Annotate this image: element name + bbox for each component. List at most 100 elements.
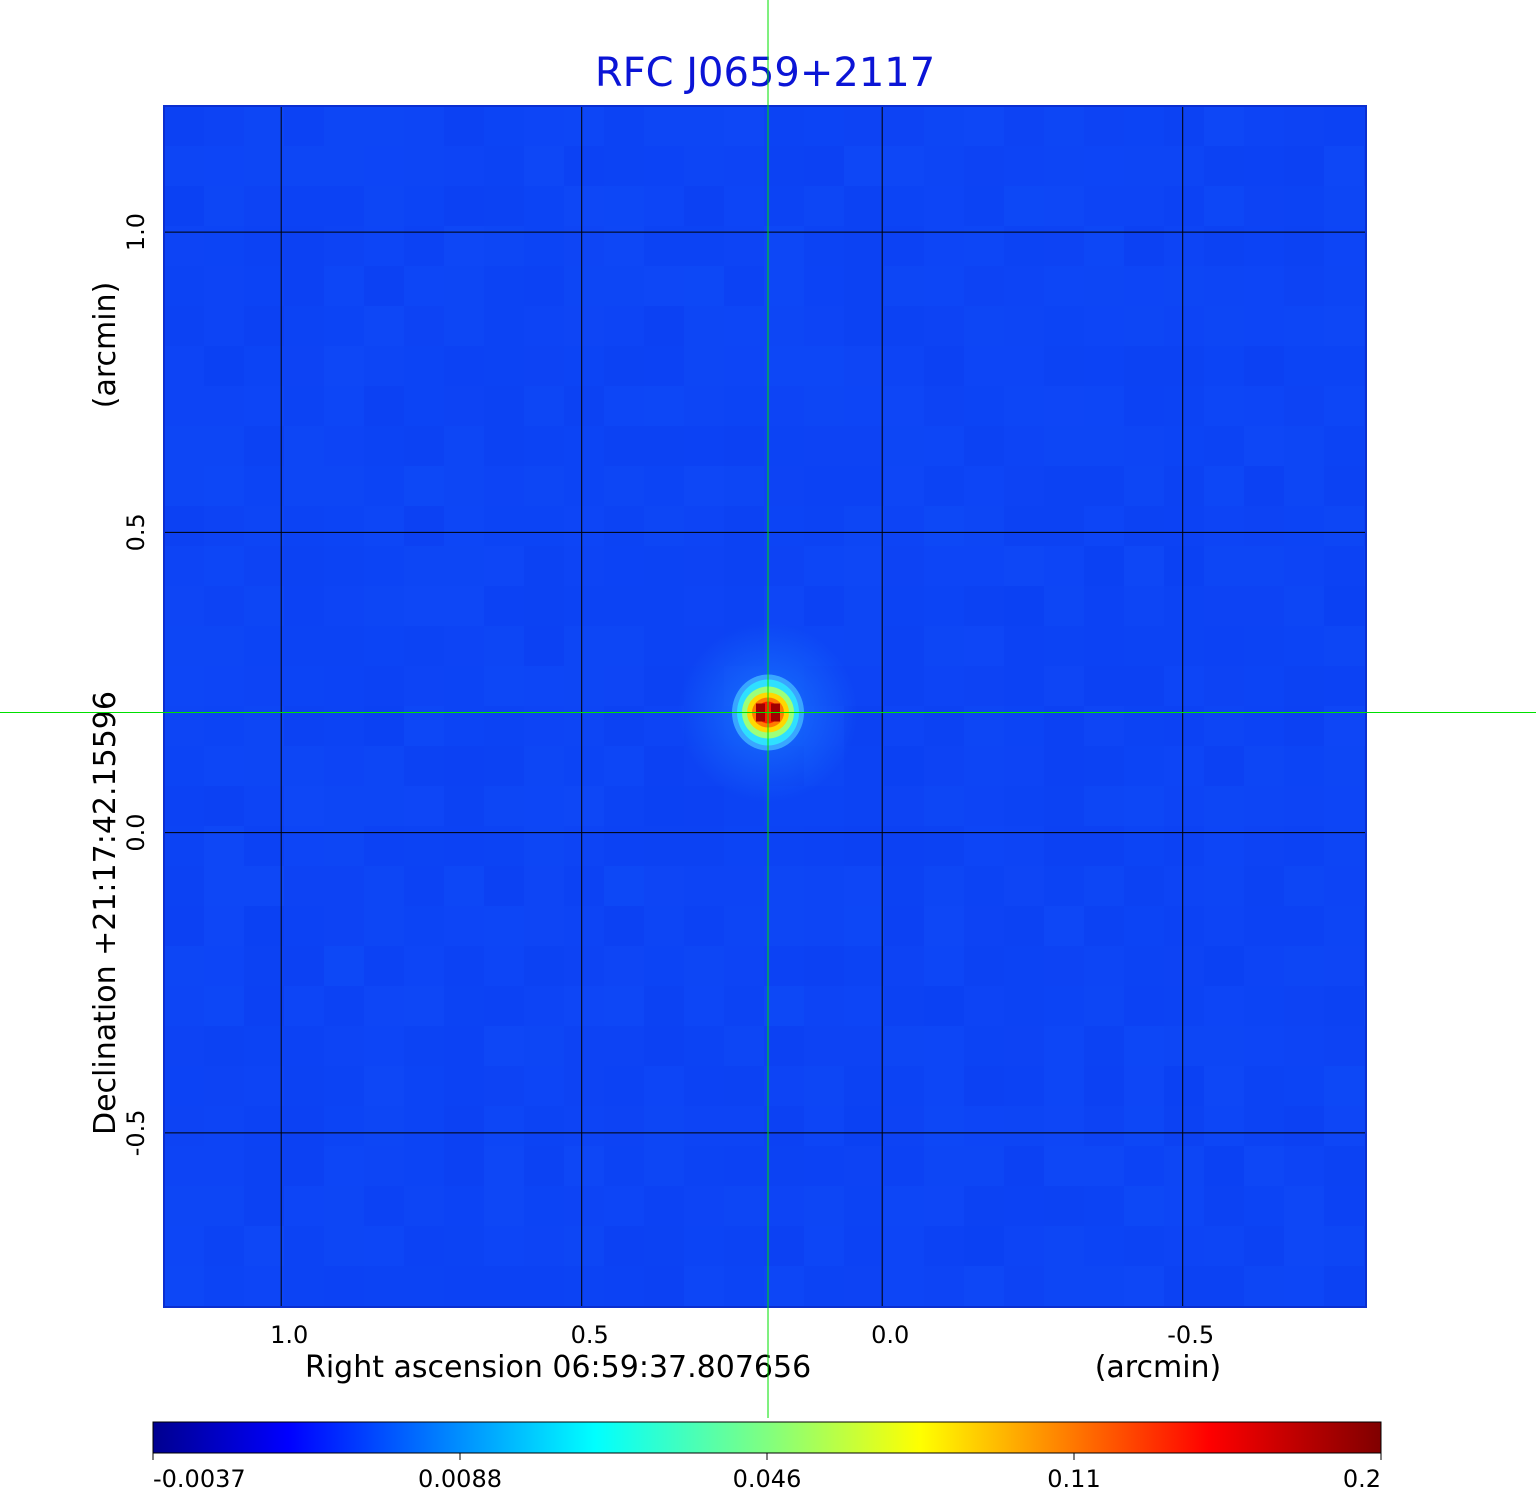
texture-cell [1284,906,1324,946]
texture-cell [1284,666,1324,706]
texture-cell [404,1106,444,1146]
texture-cell [1084,506,1124,546]
texture-cell [1204,186,1244,226]
texture-cell [404,666,444,706]
texture-cell [764,1146,804,1186]
texture-cell [444,626,484,666]
texture-cell [364,866,404,906]
texture-cell [764,146,804,186]
colorbar-tick-label: 0.046 [733,1465,802,1493]
texture-cell [1324,706,1364,746]
texture-cell [324,426,364,466]
texture-cell [1204,586,1244,626]
texture-cell [764,226,804,266]
texture-cell [604,586,644,626]
texture-cell [1124,546,1164,586]
texture-cell [1044,506,1084,546]
texture-cell [404,906,444,946]
texture-cell [884,1146,924,1186]
texture-cell [964,906,1004,946]
texture-cell [364,226,404,266]
texture-cell [724,466,764,506]
texture-cell [964,466,1004,506]
texture-cell [404,946,444,986]
texture-cell [164,866,204,906]
texture-cell [284,1266,324,1306]
texture-cell [524,586,564,626]
texture-cell [1204,466,1244,506]
texture-cell [1244,386,1284,426]
texture-cell [844,1146,884,1186]
texture-cell [444,1186,484,1226]
texture-cell [1124,1306,1164,1307]
texture-cell [724,826,764,866]
texture-cell [284,1066,324,1106]
texture-cell [204,306,244,346]
texture-cell [844,426,884,466]
texture-cell [684,786,724,826]
texture-cell [1204,506,1244,546]
y-axis-label: Declination +21:17:42.15596 [88,691,123,1135]
texture-cell [1124,1106,1164,1146]
texture-cell [1044,146,1084,186]
texture-cell [324,546,364,586]
texture-cell [1364,346,1366,386]
texture-cell [404,826,444,866]
texture-cell [1244,346,1284,386]
texture-cell [1284,1106,1324,1146]
colorbar-tick-label: 0.2 [1343,1465,1381,1493]
texture-cell [884,906,924,946]
texture-cell [924,226,964,266]
texture-cell [244,506,284,546]
texture-cell [324,826,364,866]
texture-cell [724,506,764,546]
texture-cell [524,546,564,586]
texture-cell [844,266,884,306]
texture-cell [284,986,324,1026]
texture-cell [564,786,604,826]
texture-cell [1324,1226,1364,1266]
texture-cell [1044,346,1084,386]
texture-cell [804,1226,844,1266]
texture-cell [1244,946,1284,986]
texture-cell [484,106,524,146]
texture-cell [924,1026,964,1066]
texture-cell [1284,706,1324,746]
texture-cell [644,106,684,146]
texture-cell [324,1066,364,1106]
texture-cell [1084,946,1124,986]
texture-cell [1124,986,1164,1026]
texture-cell [604,1226,644,1266]
texture-cell [364,146,404,186]
texture-cell [364,986,404,1026]
texture-cell [1124,1186,1164,1226]
texture-cell [844,226,884,266]
texture-cell [564,346,604,386]
texture-cell [1324,426,1364,466]
texture-cell [1364,1146,1366,1186]
texture-cell [684,906,724,946]
texture-cell [204,746,244,786]
texture-cell [244,626,284,666]
texture-cell [764,1306,804,1307]
texture-cell [1004,746,1044,786]
texture-cell [844,986,884,1026]
texture-cell [524,666,564,706]
texture-cell [844,506,884,546]
texture-cell [484,1266,524,1306]
texture-cell [884,506,924,546]
texture-cell [564,946,604,986]
texture-cell [884,786,924,826]
texture-cell [1244,1066,1284,1106]
texture-cell [1204,426,1244,466]
texture-cell [1284,466,1324,506]
texture-cell [604,626,644,666]
texture-cell [1244,1306,1284,1307]
texture-cell [484,306,524,346]
texture-cell [884,306,924,346]
texture-cell [1364,186,1366,226]
texture-cell [444,986,484,1026]
texture-cell [604,506,644,546]
texture-cell [884,186,924,226]
texture-cell [604,1146,644,1186]
